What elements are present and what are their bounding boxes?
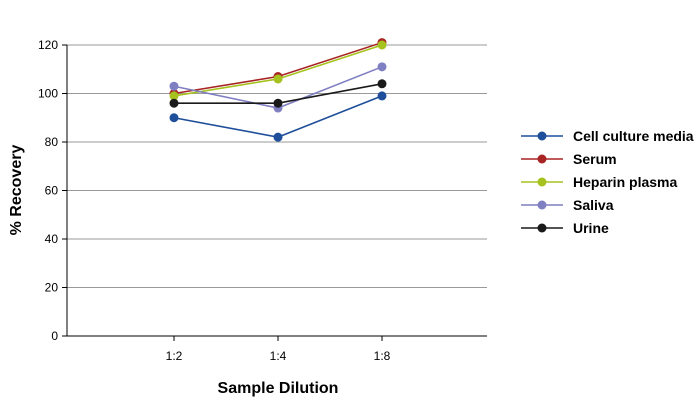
legend-swatch-marker xyxy=(537,200,547,210)
series-cell-culture-media xyxy=(169,91,387,142)
data-point xyxy=(169,81,179,91)
legend-label: Serum xyxy=(573,151,617,167)
data-point xyxy=(169,91,179,101)
legend-item: Serum xyxy=(521,151,617,167)
legend-swatch-marker xyxy=(537,131,547,141)
data-point xyxy=(377,62,387,72)
legend-swatch-marker xyxy=(537,177,547,187)
legend-label: Cell culture media xyxy=(573,128,694,144)
legend: Cell culture media Serum Heparin plasma Sal… xyxy=(521,128,694,236)
data-point xyxy=(273,74,283,84)
axes xyxy=(66,45,487,337)
series-group xyxy=(169,38,387,142)
data-point xyxy=(377,91,387,101)
series-urine xyxy=(169,79,387,108)
legend-item: Saliva xyxy=(521,197,614,213)
data-point xyxy=(169,98,179,108)
legend-item: Heparin plasma xyxy=(521,174,677,190)
data-point xyxy=(377,79,387,89)
legend-item: Urine xyxy=(521,220,609,236)
series-line xyxy=(173,41,383,95)
y-tick-label: 20 xyxy=(45,281,59,295)
y-tick-label: 120 xyxy=(38,38,58,52)
legend-swatch-marker xyxy=(537,223,547,233)
data-point xyxy=(273,132,283,142)
x-axis-ticks: 1:2 1:4 1:8 xyxy=(166,336,391,363)
y-tick-label: 80 xyxy=(45,135,59,149)
y-tick-label: 40 xyxy=(45,232,59,246)
x-axis-label: Sample Dilution xyxy=(218,380,339,397)
legend-label: Saliva xyxy=(573,197,614,213)
data-point xyxy=(169,113,179,123)
data-point xyxy=(273,98,283,108)
x-tick-label: 1:2 xyxy=(166,349,183,363)
y-tick-label: 100 xyxy=(38,87,58,101)
legend-label: Urine xyxy=(573,220,609,236)
legend-label: Heparin plasma xyxy=(573,174,677,190)
x-tick-label: 1:4 xyxy=(270,349,287,363)
legend-item: Cell culture media xyxy=(521,128,694,144)
y-tick-label: 0 xyxy=(51,329,58,343)
y-axis-ticks: 0 20 40 60 80 100 120 xyxy=(38,38,67,343)
gridlines xyxy=(67,44,487,288)
legend-swatch-marker xyxy=(537,154,547,164)
y-tick-label: 60 xyxy=(45,184,59,198)
series-heparin-plasma xyxy=(169,40,387,101)
data-point xyxy=(377,40,387,50)
y-axis-label: % Recovery xyxy=(8,145,25,236)
x-tick-label: 1:8 xyxy=(374,349,391,363)
